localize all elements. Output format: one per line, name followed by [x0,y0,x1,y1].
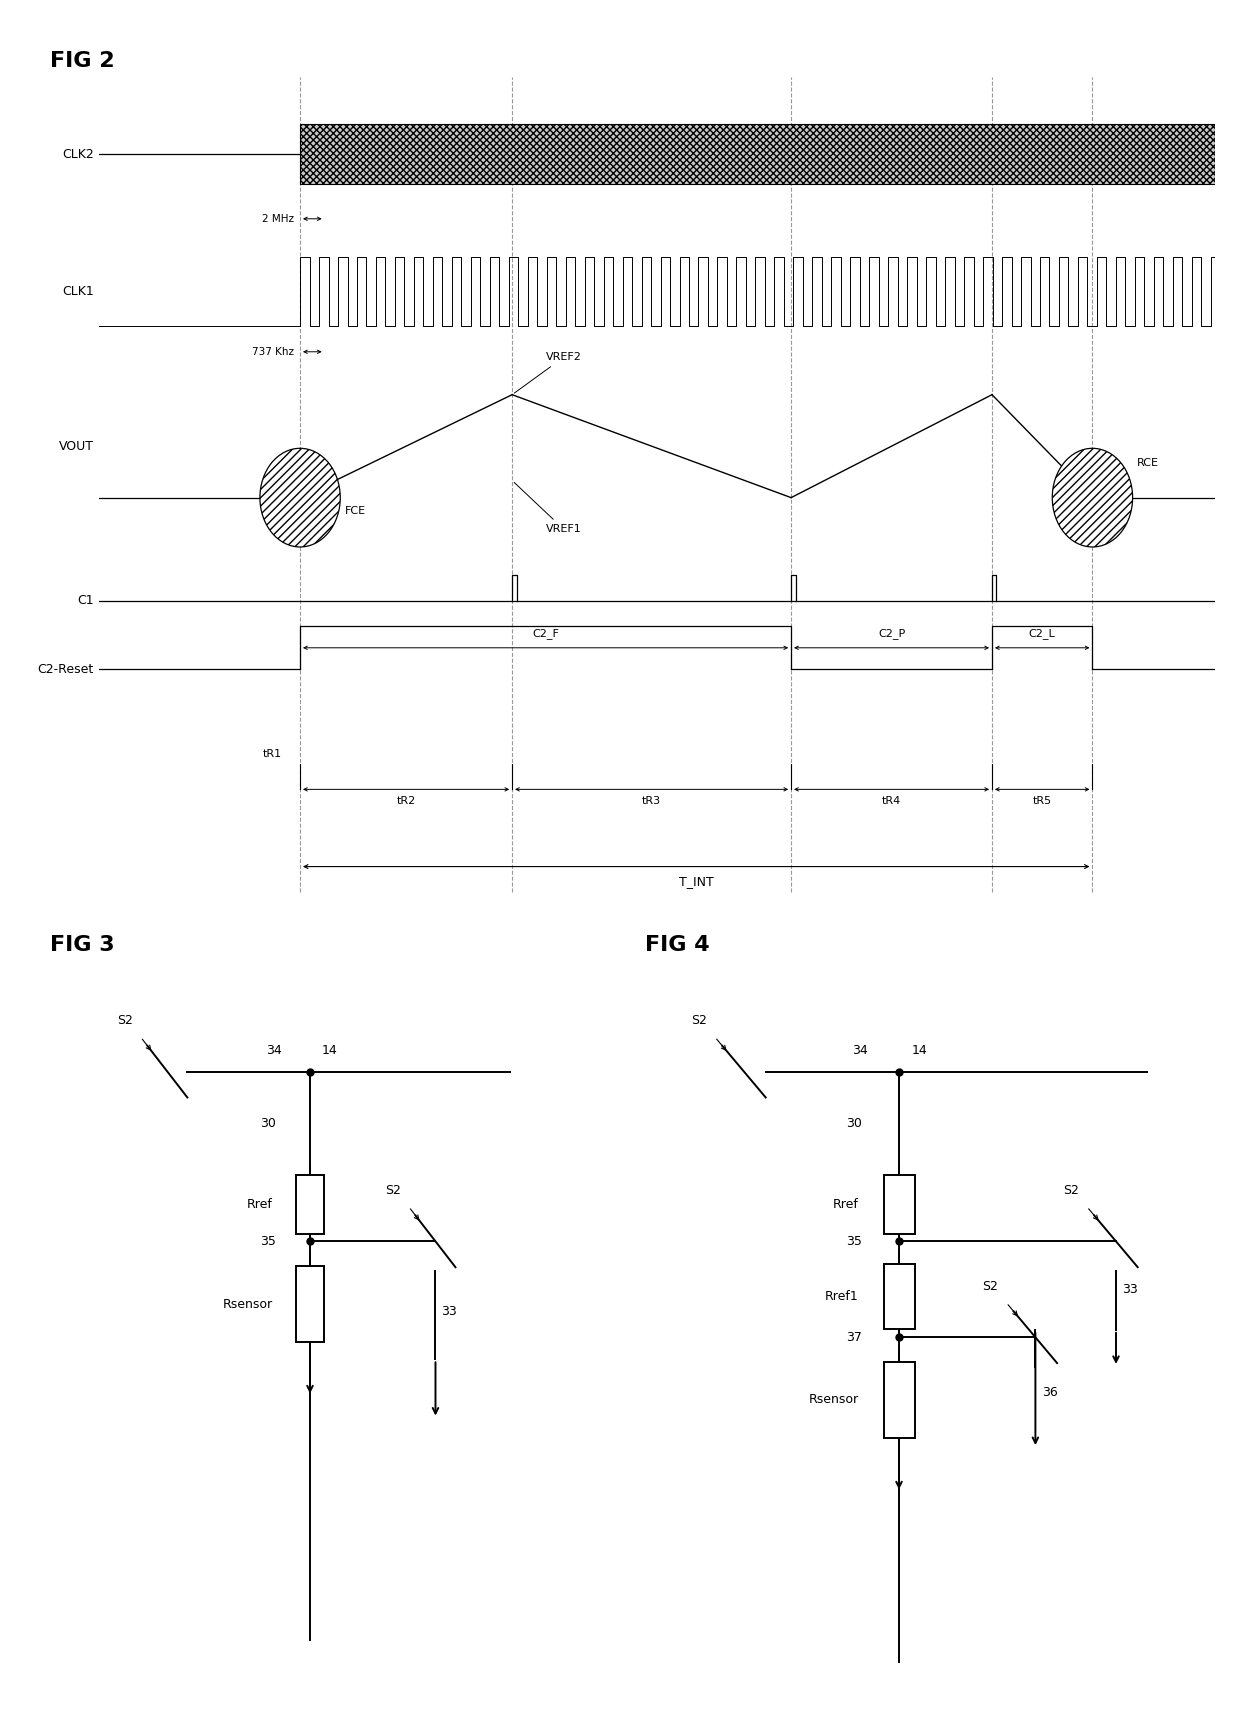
Bar [296,1175,325,1234]
Text: 33: 33 [441,1306,458,1318]
Text: Rsensor: Rsensor [223,1297,273,1311]
Ellipse shape [1053,448,1132,547]
Text: 33: 33 [1122,1284,1138,1296]
Text: tR1: tR1 [263,750,281,758]
Text: 34: 34 [265,1043,281,1057]
Text: S2: S2 [118,1014,133,1028]
Text: S2: S2 [982,1280,998,1294]
Text: 35: 35 [260,1236,275,1248]
Text: Rref: Rref [833,1198,858,1211]
Text: T_INT: T_INT [678,875,714,889]
Text: VREF2: VREF2 [515,352,582,393]
Text: 35: 35 [846,1236,862,1248]
Text: tR4: tR4 [882,796,901,807]
Text: CLK2: CLK2 [62,148,94,161]
Text: FIG 3: FIG 3 [50,935,114,956]
Text: 737 Khz: 737 Khz [253,347,295,357]
Text: VOUT: VOUT [58,439,94,453]
Text: S2: S2 [691,1014,707,1028]
Text: 36: 36 [1042,1387,1058,1399]
Text: VREF1: VREF1 [515,482,582,534]
Text: FIG 4: FIG 4 [645,935,709,956]
Text: tR3: tR3 [642,796,661,807]
Text: 14: 14 [911,1043,928,1057]
Text: C2-Reset: C2-Reset [37,662,94,676]
Text: RCE: RCE [1137,458,1159,468]
Text: 30: 30 [846,1117,862,1129]
Text: CLK1: CLK1 [62,285,94,299]
Text: S2: S2 [1063,1184,1079,1198]
Text: Rref: Rref [247,1198,273,1211]
Bar [300,125,1215,185]
Text: C1: C1 [77,594,94,607]
Bar [883,1265,915,1330]
Text: FCE: FCE [345,506,366,517]
Text: 30: 30 [260,1117,275,1129]
Text: C2_P: C2_P [878,628,905,640]
Bar [883,1175,915,1234]
Text: C2_F: C2_F [532,628,559,640]
Text: 34: 34 [852,1043,868,1057]
Text: 37: 37 [846,1332,862,1344]
Text: Rref1: Rref1 [825,1290,858,1302]
Text: 2 MHz: 2 MHz [263,214,295,223]
Bar [296,1266,325,1342]
Text: FIG 2: FIG 2 [50,51,114,72]
Ellipse shape [260,448,340,547]
Text: tR2: tR2 [397,796,415,807]
Text: S2: S2 [386,1184,402,1198]
Text: tR5: tR5 [1033,796,1052,807]
Text: Rsensor: Rsensor [808,1393,858,1407]
Bar [883,1361,915,1438]
Text: 14: 14 [321,1043,337,1057]
Text: C2_L: C2_L [1029,628,1055,640]
